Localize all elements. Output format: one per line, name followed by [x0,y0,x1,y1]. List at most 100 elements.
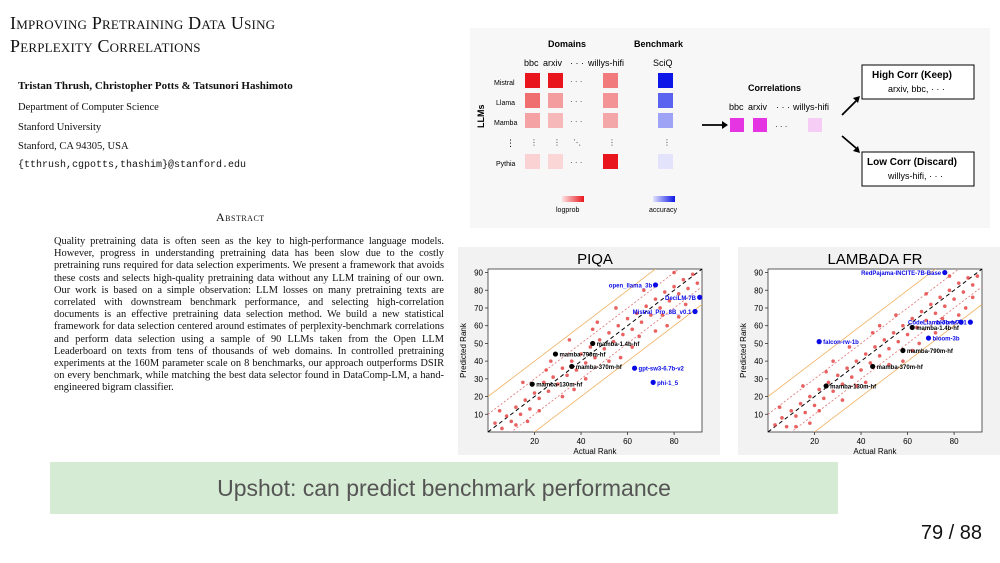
affiliation-university: Stanford University [18,122,102,133]
data-point [544,368,548,372]
data-point [676,292,681,296]
data-point [824,369,828,374]
highlight-point [697,294,703,300]
data-point [579,352,583,356]
data-point [822,396,826,401]
data-point [877,323,882,328]
x-tick-label: 20 [530,437,539,446]
data-point [521,380,525,385]
data-point [831,389,835,394]
data-point [938,295,942,300]
data-point [665,323,669,328]
data-point [966,276,970,280]
accuracy-label: accuracy [649,207,678,214]
data-point [975,274,980,278]
data-point [794,424,798,429]
cell [658,93,673,108]
data-point [565,373,569,378]
highlight-point [909,324,915,331]
data-point [546,389,551,394]
svg-text:⋱: ⋱ [573,138,581,147]
y-tick-label: 20 [474,393,483,402]
data-point [794,414,798,418]
data-point [773,423,777,427]
svg-text:· · ·: · · · [570,97,582,106]
highlight-point [652,282,659,288]
data-point [940,316,945,321]
band-line [813,304,982,432]
highlight-point [552,351,559,357]
data-point [868,361,873,365]
y-axis-label: Predicted Rank [459,322,468,378]
data-point [523,398,528,402]
svg-text:· · ·: · · · [570,117,582,126]
low-corr-box [861,151,975,187]
x-tick-label: 40 [857,437,866,446]
data-point [789,408,794,413]
row-pythia: Pythia [496,161,516,168]
data-point [840,382,845,386]
data-point [549,359,553,363]
data-point [637,334,641,339]
paper-title-line-1: Improving Pretraining Data Using [10,13,276,33]
data-point [572,387,576,392]
data-point [602,346,607,351]
point-label: CodeLlama-7b-hf [908,321,958,327]
data-point [831,359,835,363]
highlight-point [925,335,932,341]
data-point [887,362,891,367]
point-label: phi-1_5 [657,381,679,387]
highlight-point [569,363,575,370]
data-point [583,377,588,381]
row-mamba: Mamba [494,120,517,127]
y-tick-label: 10 [754,410,763,419]
diagonal-line [768,269,982,432]
x-tick-label: 80 [950,437,959,446]
data-point [947,274,952,278]
corr-cell [730,118,744,132]
point-label: gpt-sw3-6.7b-v2 [639,367,685,373]
data-point [672,270,676,275]
data-point [618,355,623,360]
data-point [683,302,688,307]
data-point [887,346,891,351]
highlight-point [870,363,876,370]
point-label: DeciLM-7B [665,296,697,302]
upshot-text: Upshot: can predict benchmark performanc… [217,474,671,501]
band-line [488,269,680,415]
cell [548,93,563,108]
data-point [942,304,947,309]
data-point [845,366,849,371]
logprob-matrix [525,73,618,169]
data-point [817,387,821,392]
row-mistral: Mistral [494,80,515,87]
y-tick-label: 30 [754,375,763,384]
data-point [537,408,541,413]
llms-label: LLMs [476,105,486,129]
data-point [642,288,646,293]
logprob-scale [562,196,584,202]
data-point [616,323,621,328]
data-point [660,313,665,317]
point-label: mamba-1.4b-hf [597,342,641,348]
data-point [630,327,635,332]
cell [525,154,540,169]
data-point [667,299,672,303]
highlight-point [590,340,596,347]
correlations-label: Correlations [748,83,801,93]
data-point [905,332,910,337]
data-point [662,290,667,294]
row-llama: Llama [496,100,515,107]
data-point [924,292,928,296]
data-point [803,410,808,415]
band-line [790,286,982,432]
data-point [525,419,530,424]
domains-label: Domains [548,39,586,49]
highlight-point [900,347,906,354]
data-point [653,297,658,301]
data-point [929,302,933,307]
svg-text:⋮: ⋮ [553,138,561,147]
y-tick-label: 40 [474,357,483,366]
data-point [497,408,502,413]
point-label: mamba-130m-hf [830,384,877,390]
